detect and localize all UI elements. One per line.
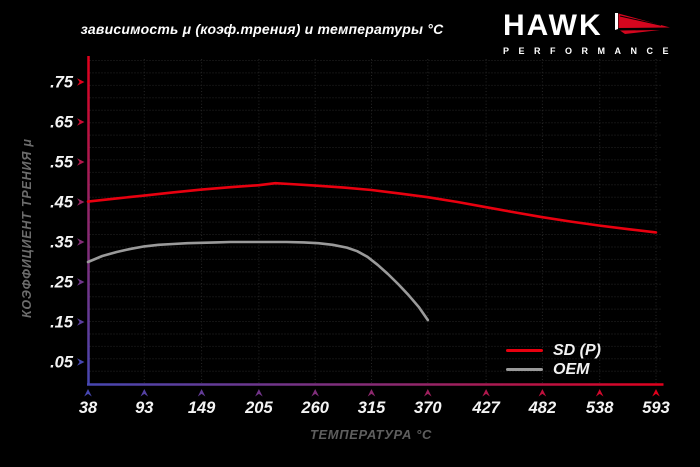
y-tick-label: .15 [50,314,74,332]
x-axis-title: ТЕМПЕРАТУРА °C [310,427,432,442]
y-tick-label: .45 [50,194,74,212]
x-tick-arrow [424,389,432,397]
hawk-logo: HAWK PERFORMANCE [503,9,695,56]
x-tick-arrow [140,389,149,397]
x-tick-arrow [367,389,376,397]
x-tick-label: 370 [414,399,442,417]
legend-label-oem: OEM [553,360,590,378]
y-tick-arrow [77,238,85,246]
x-tick-label: 427 [471,399,500,417]
y-tick-arrow [77,278,85,286]
legend-swatch-sd [506,349,543,352]
x-tick-label: 593 [642,399,670,417]
x-tick-label: 38 [79,399,98,417]
x-tick-arrow [538,389,547,397]
x-tick-label: 482 [528,399,557,417]
x-tick-arrow [255,389,263,397]
series-line-sd-p- [86,181,658,234]
y-axis-title: КОЭФФИЦИЕНТ ТРЕНИЯ μ [20,138,34,318]
x-tick-label: 149 [188,399,216,417]
legend-label-sd: SD (P) [553,341,601,359]
hawk-logo-row: HAWK [503,9,695,42]
y-tick-arrow [77,158,85,166]
x-tick-label: 260 [300,399,329,417]
legend-swatch-oem [506,368,543,371]
legend: SD (P) OEM [506,341,601,379]
x-tick-arrow [311,389,319,397]
x-tick-label: 205 [244,399,273,417]
x-tick-arrow [197,389,206,397]
x-tick-label: 538 [586,399,614,417]
y-tick-label: .75 [50,74,74,92]
y-tick-arrow [77,358,85,366]
legend-item-sd: SD (P) [506,341,601,360]
y-tick-label: .25 [50,274,74,292]
x-tick-arrow [482,389,490,397]
chart-title: зависимость μ (коэф.трения) и температур… [80,21,444,37]
y-tick-label: .05 [50,354,74,372]
series-line-oem [86,240,430,322]
y-tick-label: .65 [50,114,74,132]
x-tick-label: 93 [135,399,153,417]
y-tick-arrow [77,198,85,206]
y-tick-label: .35 [50,234,74,252]
x-tick-label: 315 [358,399,386,417]
hawk-wing-icon [615,13,670,34]
y-tick-arrow [77,318,85,326]
hawk-logo-wordmark: HAWK [503,9,603,42]
y-tick-arrow [77,78,85,86]
y-tick-label: .55 [50,154,74,172]
y-tick-arrow [77,118,85,126]
legend-item-oem: OEM [506,360,601,379]
hawk-logo-subtext: PERFORMANCE [503,46,679,56]
x-tick-arrow [84,389,92,397]
x-tick-arrow [595,389,604,397]
x-tick-arrow [652,389,660,397]
